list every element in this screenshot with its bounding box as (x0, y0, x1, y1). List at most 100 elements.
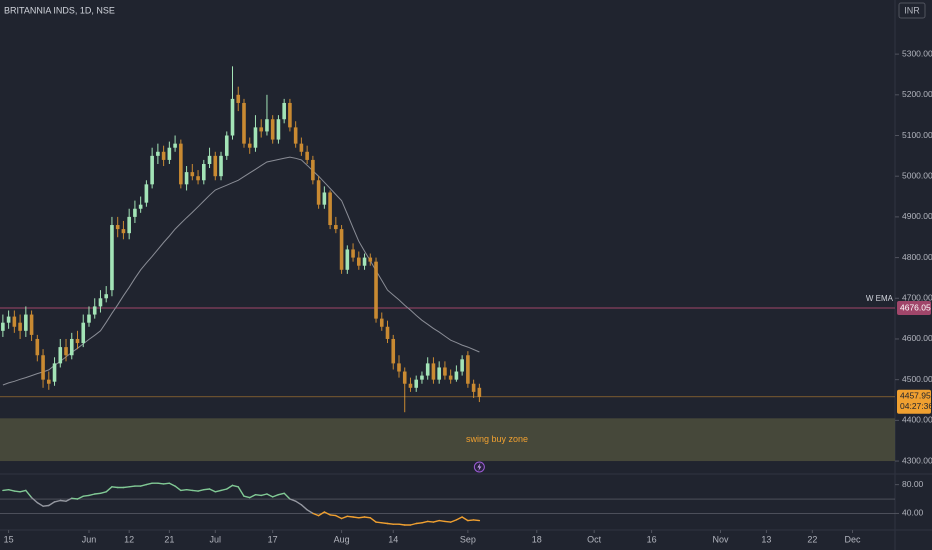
indicator-line (71, 497, 79, 500)
candle-body (357, 257, 361, 266)
candle-body (207, 155, 212, 164)
candle-body (58, 347, 63, 364)
candle-body (81, 322, 86, 344)
indicator-line (249, 494, 257, 499)
candle-body (133, 208, 137, 217)
candle-body (92, 306, 97, 315)
candle-body (110, 225, 114, 291)
indicator-line (226, 484, 234, 490)
x-tick-label: 13 (761, 534, 771, 544)
x-tick-label: Jun (82, 534, 97, 544)
indicator-line (358, 516, 366, 519)
indicator-line (145, 482, 153, 486)
x-tick-label: Aug (334, 534, 350, 544)
candle-body (471, 383, 476, 392)
indicator-line (277, 492, 285, 496)
candle-body (64, 347, 68, 356)
indicator-line (162, 482, 171, 485)
candle-body (156, 151, 160, 156)
indicator-line (237, 486, 245, 497)
x-tick-label: Oct (587, 534, 602, 544)
indicator-line (94, 492, 102, 495)
indicator-line (197, 489, 205, 492)
x-tick-label: Sep (460, 534, 476, 544)
currency-box[interactable] (898, 2, 926, 19)
candle-body (161, 151, 166, 160)
indicator-line (427, 520, 435, 523)
candle-body (127, 216, 131, 234)
indicator-line (2, 489, 10, 492)
x-tick-label: 21 (164, 534, 174, 544)
indicator-line (340, 515, 348, 520)
indicator-line (59, 499, 67, 502)
wema-name: W EMA (866, 294, 894, 303)
indicator-line (7, 489, 16, 492)
wema-price: 4676.05 (900, 302, 931, 312)
indicator-line (53, 499, 61, 503)
candle-body (196, 176, 200, 181)
currency[interactable]: INR (904, 5, 920, 15)
indicator-line (266, 493, 274, 498)
candle-body (98, 298, 103, 307)
candle-body (115, 225, 120, 230)
event-bolt (477, 463, 482, 471)
candle-body (351, 249, 355, 258)
y-tick-label: 4400.00 (902, 415, 932, 425)
x-tick-label: 18 (532, 534, 542, 544)
x-tick-label: Dec (845, 534, 862, 544)
candle-body (311, 159, 315, 181)
candle-body (35, 338, 40, 356)
candle-body (224, 135, 229, 156)
x-tick-label: 12 (124, 534, 134, 544)
candle-body (1, 322, 5, 331)
y-tick-label: 4700.00 (902, 293, 932, 303)
indicator-line (432, 519, 440, 523)
indicator-line (36, 501, 44, 507)
y-tick-label: 4800.00 (902, 252, 932, 262)
candle-body (339, 229, 344, 270)
indicator-tick-label: 80.00 (902, 479, 924, 489)
candle-body (253, 127, 258, 148)
x-tick-label: 16 (647, 534, 657, 544)
y-tick-label: 5100.00 (902, 130, 932, 140)
candle-body (368, 257, 373, 262)
candle-body (69, 338, 74, 356)
candle-body (420, 375, 424, 380)
candle-body (443, 367, 447, 376)
indicator-line (174, 485, 182, 492)
indicator-line (203, 488, 211, 491)
candle-body (391, 338, 396, 364)
x-tick-label: 14 (388, 534, 398, 544)
indicator-line (438, 519, 446, 523)
candle-body (402, 371, 407, 384)
indicator-line (220, 488, 228, 492)
buy-zone (0, 418, 895, 462)
indicator-line (415, 522, 423, 525)
candle-body (431, 363, 436, 380)
indicator-line (295, 500, 303, 506)
indicator-line (312, 512, 320, 517)
indicator-line (76, 495, 84, 500)
candle-body (322, 192, 327, 205)
candle-body (305, 151, 309, 160)
candle-body (247, 143, 252, 148)
indicator-line (346, 515, 354, 518)
indicator-line (306, 509, 314, 515)
indicator-line (185, 489, 193, 492)
candle-body (87, 314, 91, 323)
candle-body (282, 102, 286, 120)
indicator-line (208, 488, 216, 493)
candle-body (18, 322, 22, 331)
candle-body (466, 355, 470, 384)
candle-body (437, 367, 441, 380)
x-tick-label: Jul (210, 534, 222, 544)
candle-body (385, 326, 390, 339)
indicator-line (168, 482, 176, 487)
indicator-line (42, 504, 50, 507)
indicator-line (25, 489, 33, 499)
countdown: 04:27:36 (900, 401, 932, 411)
candle-body (104, 294, 109, 299)
indicator-line (65, 497, 73, 502)
candle-body (190, 172, 195, 177)
